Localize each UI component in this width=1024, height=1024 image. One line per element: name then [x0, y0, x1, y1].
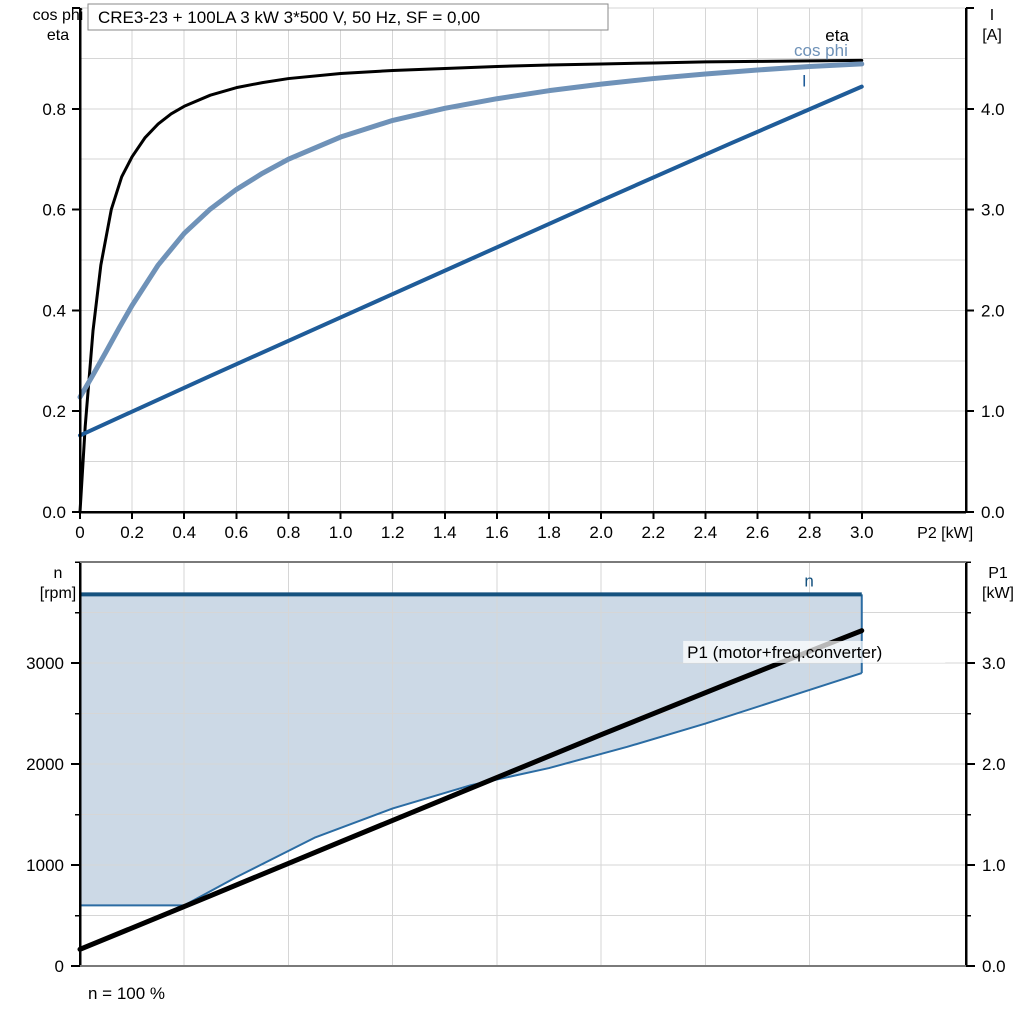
- tick-label-x: 0: [75, 523, 84, 542]
- tick-label-y-left: 0.4: [42, 301, 66, 320]
- bottom-left-axis-ticks: 0 1000 2000 3000: [26, 561, 80, 976]
- left-axis-title-eta: eta: [47, 27, 69, 44]
- caption-box: [80, 978, 270, 1008]
- right-axis-title-current-unit: [A]: [982, 27, 1002, 44]
- tick-label-y-right: 1.0: [982, 856, 1006, 875]
- tick-label-x: 3.0: [850, 523, 874, 542]
- tick-label-x: 2.2: [641, 523, 665, 542]
- right-axis-title-current: I: [990, 7, 994, 24]
- chart-title-box: [87, 3, 609, 31]
- tick-label-y-left: 0: [55, 957, 64, 976]
- chart-title: CRE3-23 + 100LA 3 kW 3*500 V, 50 Hz, SF …: [98, 8, 480, 27]
- tick-label-x: 0.4: [172, 523, 196, 542]
- tick-label-x: 1.4: [433, 523, 457, 542]
- tick-label-y-right: 1.0: [981, 402, 1005, 421]
- bottom-left-axis-title-n: n: [54, 565, 63, 582]
- bottom-right-axis-ticks: 0.0 1.0 2.0 3.0: [966, 561, 1006, 976]
- curve-label-eta: eta: [825, 26, 849, 45]
- tick-label-x: 1.0: [329, 523, 353, 542]
- curve-label-n: n: [804, 571, 813, 590]
- tick-label-y-right: 3.0: [981, 201, 1005, 220]
- tick-label-y-left: 1000: [26, 856, 64, 875]
- tick-label-y-left: 0.2: [42, 402, 66, 421]
- top-horizontal-gridlines: [80, 7, 966, 463]
- tick-label-y-left: 2000: [26, 755, 64, 774]
- top-right-axis-ticks: 0.0 1.0 2.0 3.0 4.0: [966, 7, 1005, 522]
- tick-label-x: 0.8: [277, 523, 301, 542]
- tick-label-x: 1.6: [485, 523, 509, 542]
- tick-label-y-left: 0.8: [42, 100, 66, 119]
- tick-label-y-right: 0.0: [982, 957, 1006, 976]
- tick-label-x: 2.4: [694, 523, 718, 542]
- x-axis-title-p2: P2 [kW]: [917, 525, 973, 542]
- bottom-right-axis-title-p1-unit: [kW]: [982, 585, 1014, 602]
- top-x-axis-ticks: 0 0.2 0.4 0.6 0.8 1.0 1.2 1.4 1.6 1.8 2.0 2.2 2.4 2.6…: [75, 512, 874, 542]
- tick-label-x: 1.8: [537, 523, 561, 542]
- tick-label-x: 2.6: [746, 523, 770, 542]
- bottom-horizontal-gridlines: [80, 561, 966, 916]
- curve-i: [78, 84, 864, 438]
- chart-caption: n = 100 %: [88, 984, 165, 1003]
- top-series-group: [77, 58, 865, 514]
- tick-label-y-right: 4.0: [981, 100, 1005, 119]
- operating-envelope-lower-bound: [80, 672, 863, 907]
- tick-label-x: 0.6: [225, 523, 249, 542]
- tick-label-y-right: 0.0: [981, 503, 1005, 522]
- operating-envelope-fill: [80, 594, 862, 906]
- curve-label-p1: P1 (motor+freq.converter): [687, 643, 882, 662]
- p1-label-backdrop: [683, 640, 946, 663]
- tick-label-y-left: 3000: [26, 654, 64, 673]
- bottom-chart-panel: 0 1000 2000 3000 n [rpm] 0.0 1.0 2.0 3.0 P1 [kW] n P1…: [26, 561, 1014, 976]
- top-left-axis-ticks: 0.0 0.2 0.4 0.6 0.8: [42, 7, 80, 522]
- curve-eta: [78, 58, 864, 514]
- tick-label-y-left: 0.0: [42, 503, 66, 522]
- tick-label-y-right: 3.0: [982, 654, 1006, 673]
- tick-label-x: 2.0: [589, 523, 613, 542]
- bottom-right-axis-title-p1: P1: [988, 565, 1008, 582]
- top-chart-panel: 0 0.2 0.4 0.6 0.8 1.0 1.2 1.4 1.6 1.8 2.0 2.2 2.4 2.6…: [33, 3, 1005, 542]
- tick-label-x: 0.2: [120, 523, 144, 542]
- tick-label-y-left: 0.6: [42, 201, 66, 220]
- curve-cos-phi: [77, 61, 865, 400]
- left-axis-title-cos-phi: cos phi: [33, 7, 84, 24]
- tick-label-x: 2.8: [798, 523, 822, 542]
- curve-label-cos-phi: cos phi: [794, 41, 848, 60]
- tick-label-y-right: 2.0: [982, 755, 1006, 774]
- curve-p1-power-input: [77, 628, 865, 952]
- bottom-left-axis-title-n-unit: [rpm]: [40, 585, 76, 602]
- curve-label-current: I: [802, 72, 807, 91]
- tick-label-y-right: 2.0: [981, 301, 1005, 320]
- tick-label-x: 1.2: [381, 523, 405, 542]
